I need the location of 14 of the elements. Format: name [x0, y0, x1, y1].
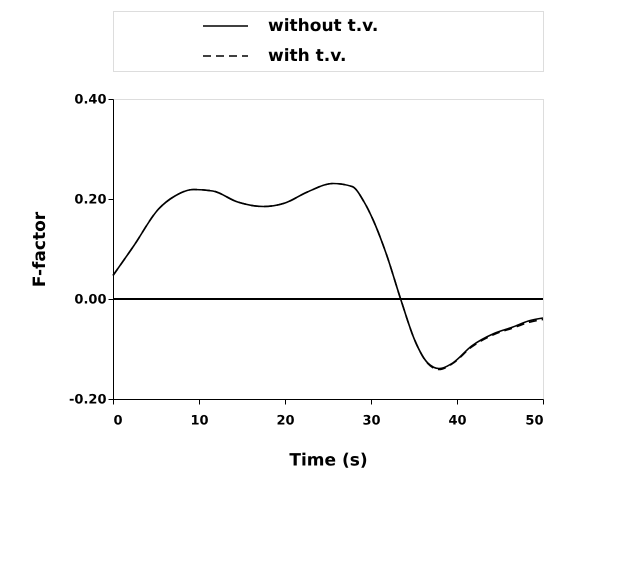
x-tick-label: 50 — [525, 414, 544, 428]
x-tick-label: 40 — [448, 414, 467, 428]
y-tick-label: 0.00 — [74, 292, 106, 308]
y-tick-label: 0.20 — [74, 192, 106, 208]
y-tick-label: 0.40 — [74, 92, 106, 108]
x-axis-title: Time (s) — [289, 450, 368, 470]
y-tick-label: -0.20 — [69, 392, 106, 408]
legend-label: without t.v. — [268, 16, 378, 36]
x-tick-label: 10 — [190, 414, 209, 428]
x-tick-label: 30 — [362, 414, 381, 428]
x-tick-label: 20 — [276, 414, 295, 428]
x-tick-label: 0 — [114, 414, 123, 428]
y-axis-title: F-factor — [30, 211, 50, 288]
legend-label: with t.v. — [268, 46, 346, 66]
